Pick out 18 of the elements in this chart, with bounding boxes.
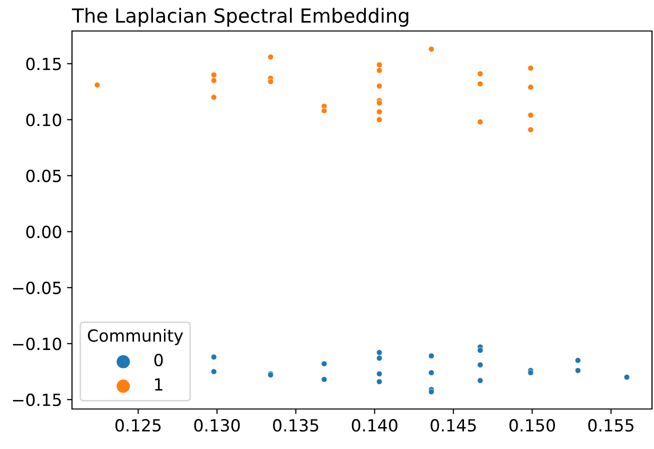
x-tick-label: 0.140 [352,419,398,432]
x-tick-label: 0.125 [115,419,161,432]
legend-title: Community [88,328,183,346]
y-tick-label: 0.10 [26,114,62,126]
y-tick-label: 0.15 [26,58,61,70]
x-tick-label: 0.155 [588,419,634,432]
y-tick-label: −0.15 [12,394,61,406]
y-tick-label: −0.05 [12,282,61,294]
y-tick-label: 0.05 [26,170,61,182]
legend-label: 0 [154,354,163,366]
chart-title: The Laplacian Spectral Embedding [72,8,408,27]
x-tick-label: 0.130 [194,419,240,432]
x-tick-label: 0.135 [273,419,318,432]
y-tick-label: 0.00 [26,226,62,238]
x-tick-label: 0.150 [509,419,555,432]
x-tick-label: 0.145 [430,419,476,432]
legend-label: 1 [155,378,162,391]
y-tick-label: −0.10 [12,338,62,350]
